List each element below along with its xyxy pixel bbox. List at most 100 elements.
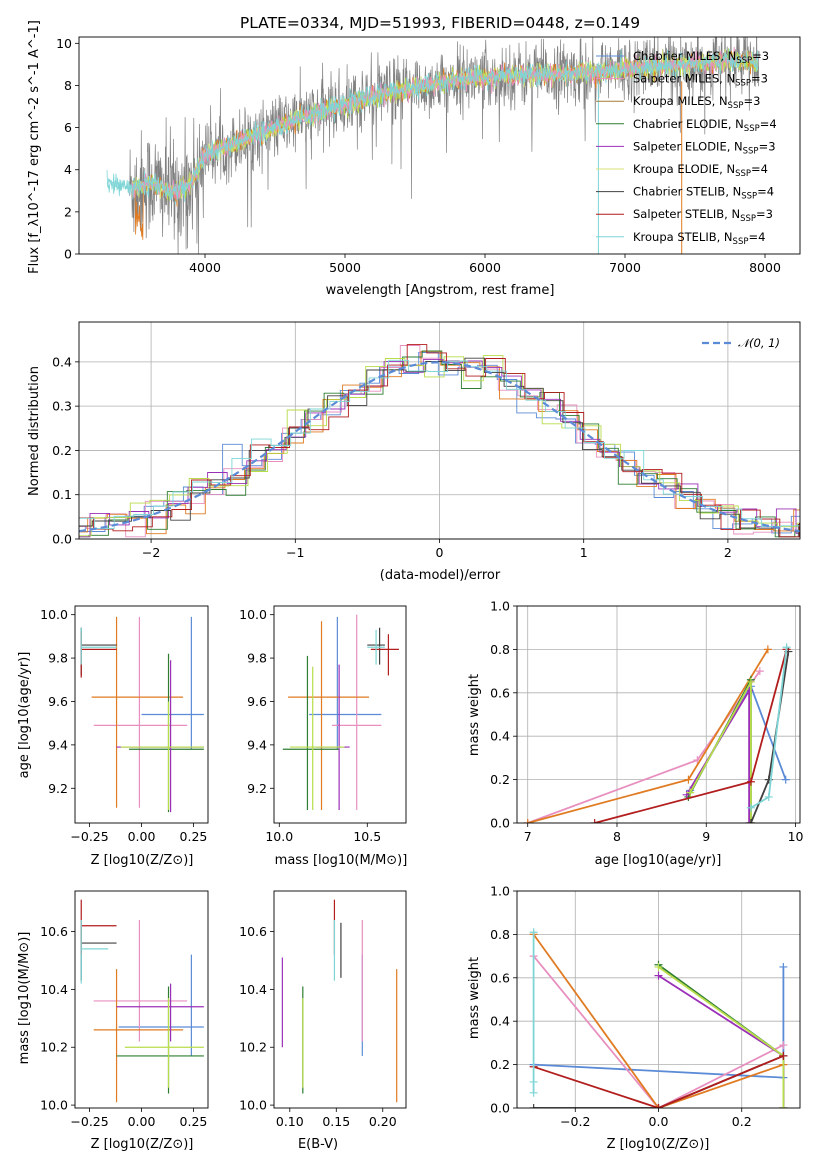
mass-weight-vs-age-series-point bbox=[523, 819, 532, 823]
mass-vs-ebv-ytick-label: 10.2 bbox=[239, 1040, 267, 1055]
age-vs-mass-plot bbox=[282, 614, 399, 810]
age-vs-Z-ytick-label: 9.4 bbox=[48, 737, 68, 752]
mass-weight-vs-Z-ytick-label: 0.0 bbox=[490, 1101, 510, 1116]
mass-weight-vs-age-series-point bbox=[746, 677, 755, 686]
spectrum-legend: Chabrier MILES, NSSP=3 Salpeter MILES, NS… bbox=[596, 49, 777, 247]
mass-weight-vs-age-axes-frame bbox=[516, 605, 801, 824]
age-vs-Z-ytick-label: 9.6 bbox=[48, 694, 68, 709]
mass-weight-vs-age-series-point bbox=[764, 792, 773, 801]
mass-weight-vs-age-series-point bbox=[763, 645, 772, 654]
spectrum-legend-n: =3 bbox=[759, 139, 776, 153]
age-vs-mass-ytick-label: 9.6 bbox=[247, 694, 267, 709]
mass-weight-vs-age-series-point bbox=[746, 777, 755, 786]
mass-weight-vs-Z-series-point bbox=[654, 1104, 663, 1108]
spectrum-xtick-label: 5000 bbox=[329, 260, 361, 275]
mass-weight-vs-age-ylabel: mass weight bbox=[467, 674, 482, 756]
age-vs-Z-plot bbox=[80, 616, 204, 813]
spectrum-model-line-5 bbox=[106, 48, 759, 202]
age-vs-Z-xlabel: Z [log10(Z/Z⊙)] bbox=[91, 853, 194, 868]
age-vs-Z-xtick-label: −0.25 bbox=[70, 829, 108, 844]
spectrum-ylabel: Flux [f_λ10^-17 erg cm^-2 s^-1 A^-1] bbox=[27, 20, 42, 274]
spectrum-legend-label: Chabrier ELODIE, NSSP=4 bbox=[633, 117, 777, 134]
age-vs-mass-xtick-label: 10.5 bbox=[353, 829, 381, 844]
age-vs-mass-ytick-label: 9.8 bbox=[247, 651, 267, 666]
spectrum-legend-n: =4 bbox=[757, 185, 774, 199]
spectrum-legend-sub: SSP bbox=[741, 192, 757, 202]
mass-weight-vs-Z-plot bbox=[529, 928, 788, 1108]
spectrum-xlabel: wavelength [Angstrom, rest frame] bbox=[326, 283, 555, 298]
mass-weight-vs-age-series-point bbox=[684, 775, 693, 784]
mass-weight-vs-age-xtick-label: 8 bbox=[613, 829, 621, 844]
spectrum-axes-frame bbox=[78, 36, 801, 255]
mass-vs-Z-xtick-label: −0.25 bbox=[70, 1114, 108, 1129]
mass-weight-vs-age-ytick-label: 0.0 bbox=[490, 816, 510, 831]
spectrum-legend-sub: SSP bbox=[733, 237, 749, 247]
spectrum-panel: PLATE=0334, MJD=51993, FIBERID=0448, z=0… bbox=[27, 14, 801, 298]
spectrum-legend-label: Salpeter MILES, NSSP=3 bbox=[633, 72, 768, 89]
spectrum-ytick-label: 0 bbox=[64, 247, 72, 262]
mass-vs-ebv-xtick-label: 0.10 bbox=[276, 1114, 304, 1129]
mass-vs-ebv-panel: E(B-V) 0.10 0.15 0.20 10.0 10.2 10.4 10.6 bbox=[239, 890, 407, 1152]
residuals-hist-3 bbox=[79, 350, 800, 538]
residuals-hist-6 bbox=[79, 357, 800, 538]
spectrum-legend-n: =3 bbox=[752, 49, 769, 63]
mass-weight-vs-Z-xtick-label: 0.0 bbox=[649, 1114, 669, 1129]
spectrum-legend-sub: SSP bbox=[735, 169, 751, 179]
mass-weight-vs-Z-series-point bbox=[529, 1077, 538, 1086]
mass-vs-Z-xlabel: Z [log10(Z/Z⊙)] bbox=[91, 1137, 194, 1152]
spectrum-legend-n: =3 bbox=[743, 94, 760, 108]
mass-weight-vs-Z-ytick-label: 0.8 bbox=[490, 927, 510, 942]
spectrum-xtick-label: 6000 bbox=[469, 260, 501, 275]
mass-weight-vs-Z-xlabel: Z [log10(Z/Z⊙)] bbox=[607, 1137, 710, 1152]
spectrum-legend-sub: SSP bbox=[743, 146, 759, 156]
mass-weight-vs-Z-xtick-label: 0.2 bbox=[732, 1114, 752, 1129]
mass-weight-vs-Z-series-point bbox=[654, 971, 663, 980]
mass-weight-vs-Z-series-point bbox=[779, 1051, 788, 1060]
spectrum-legend-sub: SSP bbox=[728, 101, 744, 111]
age-vs-mass-axes-frame bbox=[273, 605, 407, 824]
age-vs-Z-ytick-label: 9.2 bbox=[48, 781, 68, 796]
mass-weight-vs-Z-ylabel: mass weight bbox=[467, 957, 482, 1039]
age-vs-mass-ytick-label: 10.0 bbox=[239, 607, 267, 622]
spectrum-legend-label: Kroupa ELODIE, NSSP=4 bbox=[633, 162, 768, 179]
mass-vs-Z-panel: Z [log10(Z/Z⊙)] mass [log10(M/M⊙)] −0.25… bbox=[17, 890, 209, 1152]
age-vs-Z-xtick-label: 0.00 bbox=[128, 829, 156, 844]
mass-weight-vs-age-xlabel: age [log10(age/yr)] bbox=[595, 853, 722, 868]
spectrum-legend-n: =4 bbox=[748, 230, 765, 244]
residuals-plot bbox=[79, 344, 800, 538]
mass-weight-vs-age-series-line bbox=[527, 670, 761, 823]
mass-weight-vs-Z-series-line bbox=[533, 1055, 784, 1108]
mass-vs-Z-xtick-label: 0.25 bbox=[180, 1114, 208, 1129]
mass-weight-vs-age-ytick-label: 0.4 bbox=[490, 729, 510, 744]
mass-vs-Z-ytick-label: 10.0 bbox=[40, 1098, 68, 1113]
spectrum-ytick-label: 2 bbox=[64, 204, 72, 219]
residuals-legend-label: 𝒩(0, 1) bbox=[738, 336, 780, 350]
mass-weight-vs-Z-series-point bbox=[529, 1088, 538, 1097]
spectrum-legend-label: Chabrier MILES, NSSP=3 bbox=[633, 49, 769, 66]
residuals-panel: (data-model)/error Normed distribution −… bbox=[27, 321, 801, 583]
spectrum-ytick-label: 8 bbox=[64, 78, 72, 93]
mass-weight-vs-age-series-line bbox=[685, 687, 750, 823]
mass-vs-ebv-xtick-label: 0.20 bbox=[369, 1114, 397, 1129]
mass-vs-ebv-xlabel: E(B-V) bbox=[298, 1137, 338, 1152]
mass-weight-vs-age-series-point bbox=[746, 819, 755, 823]
mass-weight-vs-Z-series-line bbox=[532, 955, 784, 1108]
mass-weight-vs-age-ytick-label: 0.2 bbox=[490, 772, 510, 787]
residuals-hist-2 bbox=[79, 350, 800, 535]
residuals-xtick-label: −2 bbox=[142, 545, 160, 560]
spectrum-ytick-label: 4 bbox=[64, 162, 72, 177]
mass-weight-vs-Z-series-point bbox=[529, 1104, 538, 1108]
spectrum-legend-sub: SSP bbox=[744, 124, 760, 134]
mass-vs-Z-axes-frame bbox=[74, 890, 209, 1109]
age-vs-mass-panel: mass [log10(M/M⊙)] 10.0 10.5 9.2 9.4 9.6 9.8 1… bbox=[239, 605, 407, 868]
residuals-hist-8 bbox=[79, 359, 800, 529]
spectrum-ytick-label: 6 bbox=[64, 120, 72, 135]
mass-weight-vs-age-ytick-label: 0.8 bbox=[490, 642, 510, 657]
residuals-ytick-label: 0.1 bbox=[52, 487, 72, 502]
spectrum-plot bbox=[106, 37, 760, 254]
residuals-ytick-label: 0.2 bbox=[52, 443, 72, 458]
mass-weight-vs-age-series-point bbox=[781, 775, 790, 784]
age-vs-Z-panel: Z [log10(Z/Z⊙)] age [log10(age/yr)] −0.2… bbox=[17, 605, 209, 868]
mass-weight-vs-Z-ytick-label: 1.0 bbox=[490, 884, 510, 899]
mass-weight-vs-age-xtick-label: 9 bbox=[702, 829, 710, 844]
